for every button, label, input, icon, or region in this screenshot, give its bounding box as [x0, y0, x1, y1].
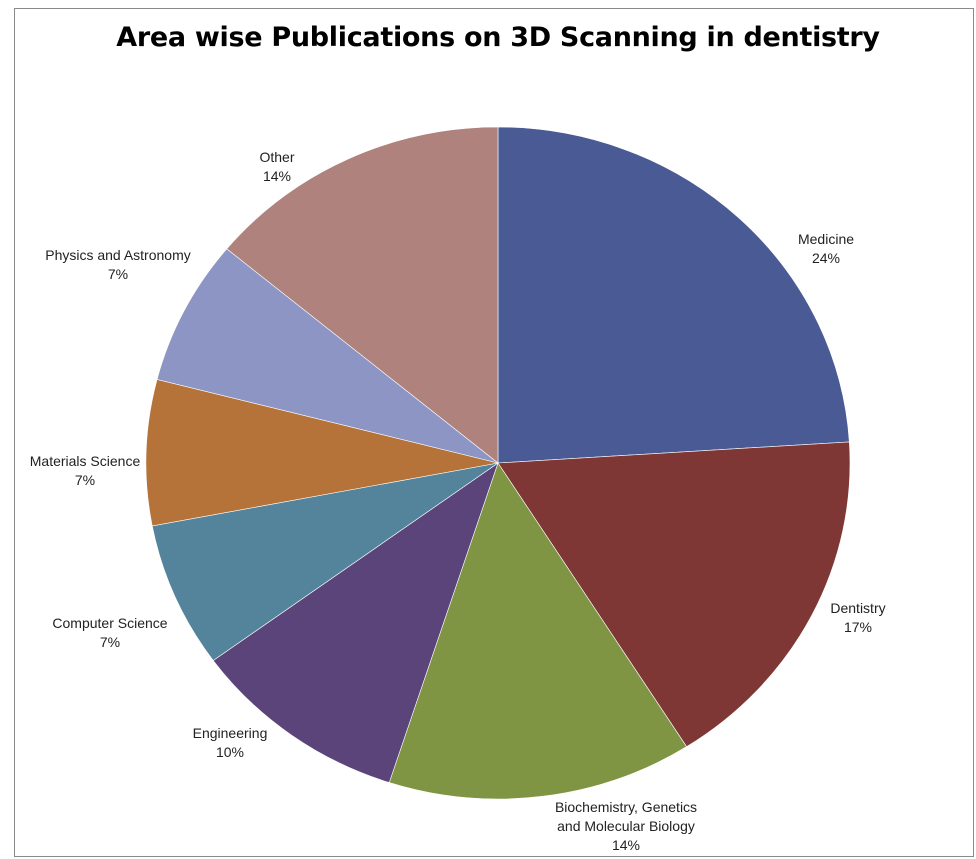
pie-slice-other — [226, 126, 499, 464]
pie-slice-materials-science — [145, 379, 499, 527]
slice-label: Medicine 24% — [798, 231, 854, 266]
slice-label: Other 14% — [259, 149, 294, 184]
slice-label: Engineering 10% — [193, 725, 268, 760]
pie-slice-computer-science — [151, 462, 499, 661]
pie-slice-medicine — [497, 126, 850, 464]
pie-slice-physics-and-astronomy — [156, 248, 499, 464]
pie-slice-biochemistry-genetics-and-molecular-biology — [388, 462, 688, 800]
slice-label: Dentistry 17% — [830, 600, 885, 635]
slice-label: Biochemistry, Genetics and Molecular Biol… — [555, 799, 697, 853]
slice-label: Computer Science 7% — [52, 615, 167, 650]
pie-slice-engineering — [212, 462, 499, 783]
chart-title: Area wise Publications on 3D Scanning in… — [116, 22, 880, 53]
pie-labels: Medicine 24% Dentistry 17% Biochemistry, Gen… — [30, 149, 886, 853]
pie-slice-dentistry — [497, 441, 851, 748]
slice-label: Physics and Astronomy 7% — [45, 247, 191, 282]
pie-slices — [145, 126, 851, 800]
slice-label: Materials Science 7% — [30, 453, 141, 488]
